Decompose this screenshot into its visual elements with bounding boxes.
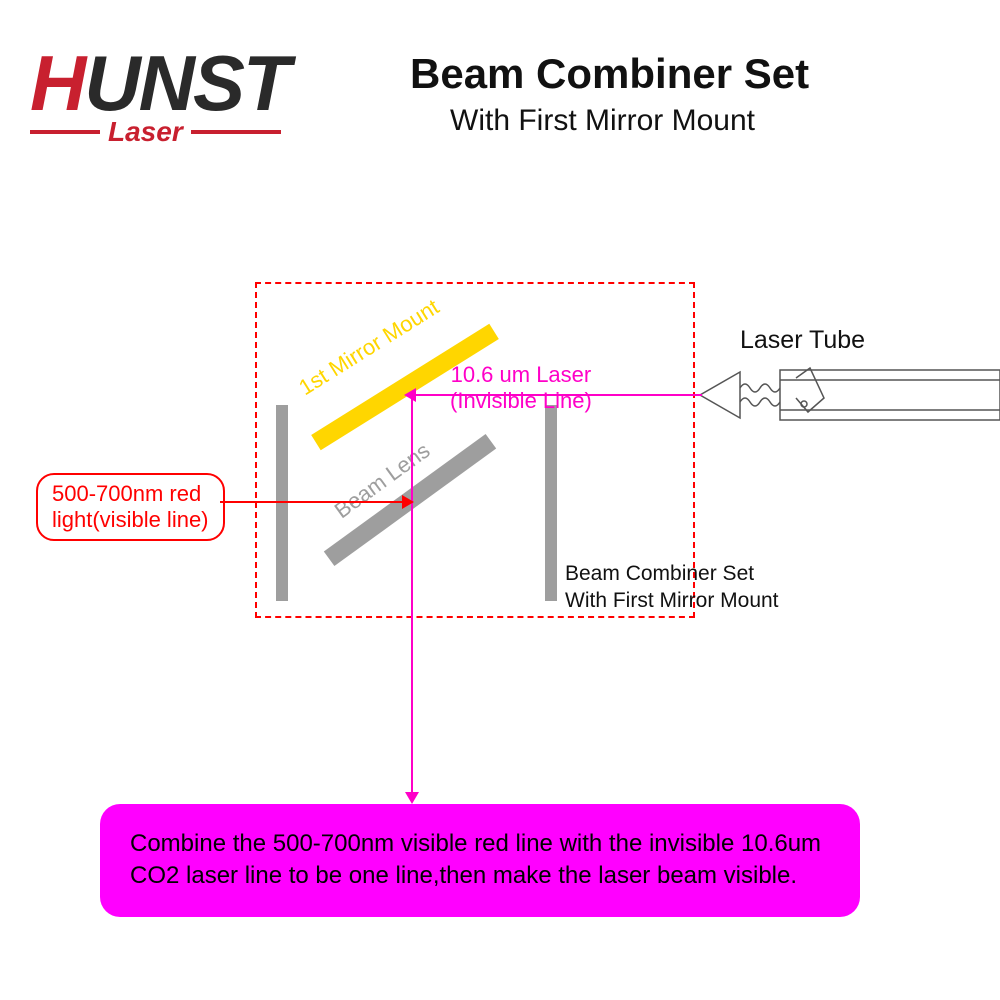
combined-beam-line-v [411, 395, 413, 795]
invisible-line1: 10.6 um Laser [450, 362, 592, 388]
box-caption-1: Beam Combiner Set [565, 560, 779, 587]
visible-callout-connector [220, 501, 255, 503]
brand-logo: HUNST Laser [30, 48, 289, 148]
logo-sub: Laser [100, 116, 191, 148]
title-block: Beam Combiner Set With First Mirror Moun… [410, 50, 809, 138]
title-line1: Beam Combiner Set [410, 50, 809, 98]
title-line2: With First Mirror Mount [410, 104, 809, 138]
logo-letters-unst: UNST [84, 39, 288, 127]
housing-bar-left [276, 405, 288, 601]
housing-bar-right [545, 405, 557, 601]
invisible-laser-label: 10.6 um Laser (Invisible Line) [450, 362, 592, 414]
logo-bar-left [30, 130, 100, 134]
laser-tube-label: Laser Tube [740, 326, 865, 355]
logo-bar-right [191, 130, 281, 134]
visible-light-callout: 500-700nm red light(visible line) [36, 473, 225, 541]
visible-line1: 500-700nm red [52, 481, 209, 507]
visible-light-line [252, 501, 404, 503]
visible-arrow-right [402, 495, 414, 509]
box-caption: Beam Combiner Set With First Mirror Moun… [565, 560, 779, 615]
logo-letter-h: H [30, 39, 84, 127]
box-caption-2: With First Mirror Mount [565, 587, 779, 614]
description-box: Combine the 500-700nm visible red line w… [100, 804, 860, 917]
laser-tube-icon [700, 358, 1000, 432]
description-text: Combine the 500-700nm visible red line w… [130, 828, 830, 893]
combined-arrow-down [405, 792, 419, 804]
visible-line2: light(visible line) [52, 507, 209, 533]
invisible-arrow-left [404, 388, 416, 402]
invisible-line2: (Invisible Line) [450, 388, 592, 414]
